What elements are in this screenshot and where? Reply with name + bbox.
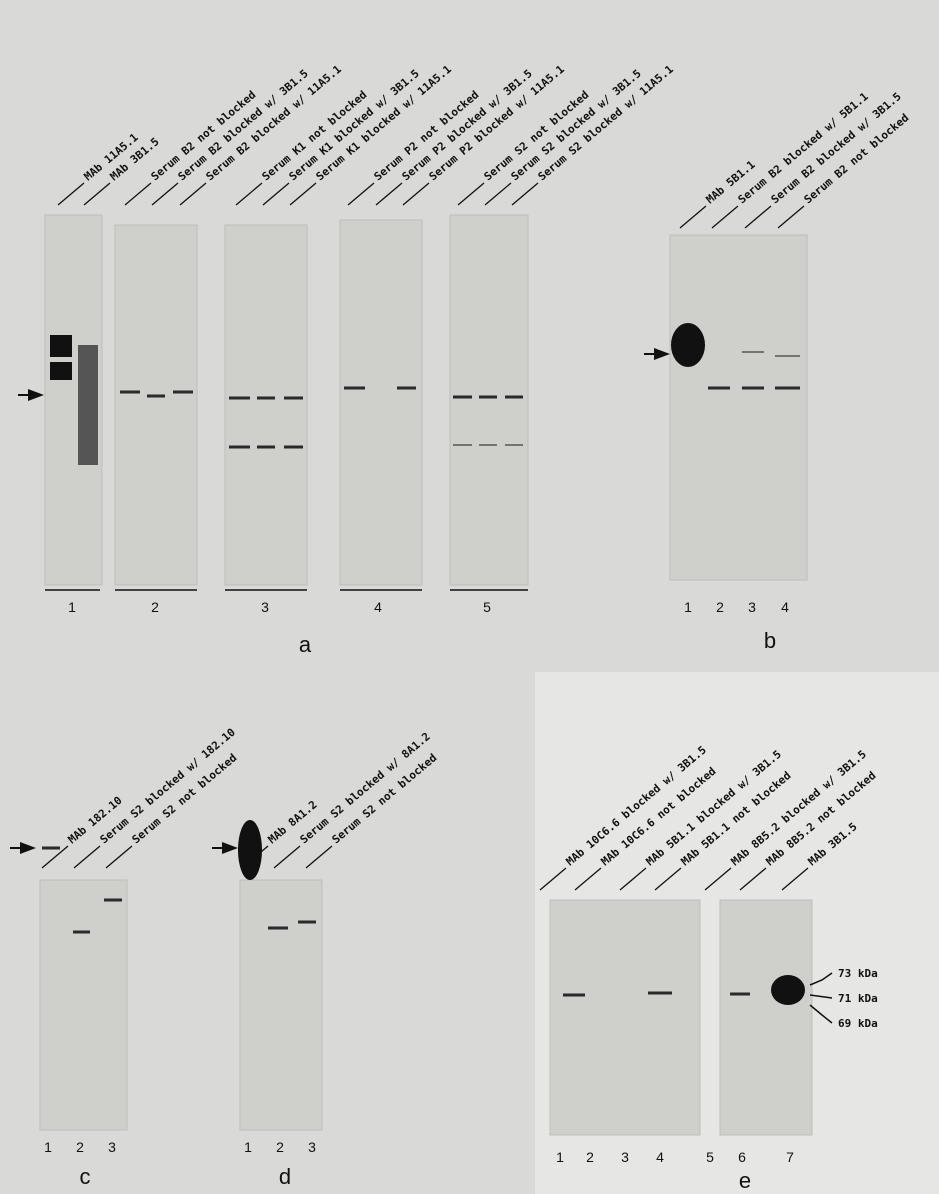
blot <box>115 225 197 585</box>
lane-label-line <box>348 183 374 205</box>
kda-marker: 73 kDa <box>838 967 878 980</box>
kda-marker: 69 kDa <box>838 1017 878 1030</box>
panel-letter: d <box>279 1164 291 1189</box>
lane-number: 3 <box>748 599 756 615</box>
lane-label-line <box>290 183 316 205</box>
lane-number: 1 <box>244 1139 252 1155</box>
lane-number: 6 <box>738 1149 746 1165</box>
lane-label: Serum K1 blocked w/ 3B1.5 <box>287 67 422 183</box>
lane-number: 3 <box>108 1139 116 1155</box>
blot <box>450 215 528 585</box>
lane-number: 3 <box>621 1149 629 1165</box>
lane-label: Serum S2 blocked w/ 182.10 <box>98 726 238 847</box>
band <box>671 323 705 367</box>
lane-number: 2 <box>276 1139 284 1155</box>
lane-number: 2 <box>76 1139 84 1155</box>
blot <box>550 900 700 1135</box>
panel-letter: e <box>739 1168 751 1193</box>
lane-label: Serum B2 not blocked <box>149 88 259 183</box>
lane-label-line <box>376 183 402 205</box>
lane-label-line <box>58 183 84 205</box>
blot <box>340 220 422 585</box>
lane-number: 7 <box>786 1149 794 1165</box>
lane-number: 1 <box>68 599 76 615</box>
blot <box>40 880 127 1130</box>
lane-label-line <box>236 183 262 205</box>
panel-letter: b <box>764 628 776 653</box>
lane-label-line <box>274 846 300 868</box>
blot <box>225 225 307 585</box>
blot <box>720 900 812 1135</box>
lane-label: Serum B2 blocked w/ 3B1.5 <box>176 67 311 183</box>
lane-label-line <box>74 846 100 868</box>
band <box>50 335 72 357</box>
lane-label: Serum B2 blocked w/ 3B1.5 <box>769 90 904 206</box>
lane-label-line <box>106 846 132 868</box>
lane-number: 2 <box>586 1149 594 1165</box>
panel-letter: c <box>80 1164 91 1189</box>
blot <box>240 880 322 1130</box>
lane-label-line <box>306 846 332 868</box>
band <box>78 345 98 465</box>
band <box>50 362 72 380</box>
lane-number: 4 <box>656 1149 664 1165</box>
lane-number: 1 <box>44 1139 52 1155</box>
lane-label-line <box>263 183 289 205</box>
blot <box>670 235 807 580</box>
lane-label-line <box>403 183 429 205</box>
lane-number: 1 <box>556 1149 564 1165</box>
lane-label-line <box>84 183 110 205</box>
lane-number: 2 <box>151 599 159 615</box>
lane-label: Serum S2 blocked w/ 8A1.2 <box>298 730 433 846</box>
lane-number: 3 <box>261 599 269 615</box>
lane-number: 4 <box>374 599 382 615</box>
lane-label: Serum B2 blocked w/ 5B1.1 <box>736 90 871 207</box>
lane-label-line <box>512 183 538 205</box>
page: {"panels":[ {"letter":"a","lanes":["MAb … <box>0 0 939 1194</box>
lane-label: Serum S2 blocked w/ 3B1.5 <box>509 67 644 183</box>
lane-number: 5 <box>483 599 491 615</box>
kda-marker: 71 kDa <box>838 992 878 1005</box>
lane-label-line <box>125 183 151 205</box>
lane-number: 3 <box>308 1139 316 1155</box>
panel-letter: a <box>299 632 312 657</box>
lane-label-line <box>458 183 484 205</box>
lane-number: 2 <box>716 599 724 615</box>
lane-label-line <box>180 183 206 205</box>
lane-label-line <box>745 206 771 228</box>
lane-label-line <box>485 183 511 205</box>
lane-number: 4 <box>781 599 789 615</box>
lane-label-line <box>712 206 738 228</box>
lane-number: 1 <box>684 599 692 615</box>
figure: MAb 11A5.1MAb 3B1.5Serum B2 not blockedS… <box>0 0 939 1194</box>
lane-label-line <box>680 206 706 228</box>
lane-label-line <box>778 206 804 228</box>
lane-label-line <box>152 183 178 205</box>
lane-number: 5 <box>706 1149 714 1165</box>
